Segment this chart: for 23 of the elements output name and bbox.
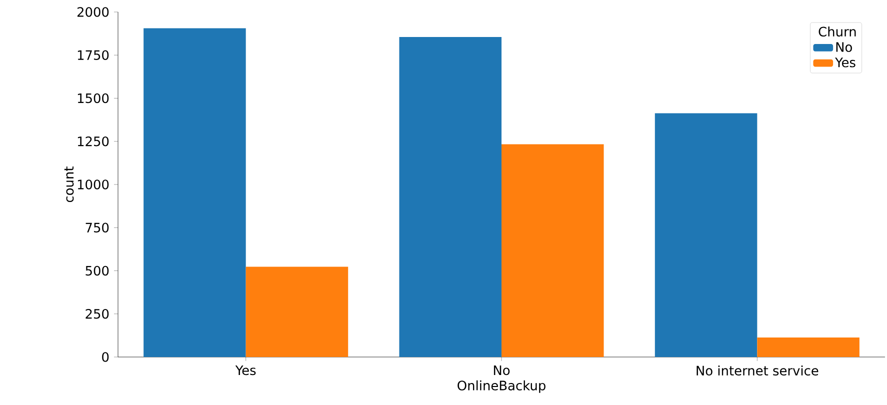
y-tick-label: 2000 [77,7,109,17]
x-tick-label: No internet service [696,366,818,376]
bar [757,338,860,357]
y-tick-label: 250 [86,308,109,319]
bar [246,266,348,357]
y-tick-label: 1000 [78,180,109,190]
bar [502,144,604,357]
y-axis-title: count [64,166,74,202]
x-tick-label: No [494,366,510,376]
y-tick-label: 500 [86,266,109,276]
x-tick-label: Yes [235,366,256,376]
legend-label: No [836,42,852,52]
y-tick-label: 750 [86,222,109,233]
legend-title: Churn [818,26,856,37]
bar [654,113,758,357]
legend-label: Yes [835,58,856,68]
y-tick-label: 1500 [78,93,109,104]
y-tick-label: 1250 [78,136,109,146]
y-tick-label: 0 [102,352,109,362]
y-tick-label: 1750 [78,50,109,60]
x-axis-title: OnlineBackup [458,380,546,393]
bar [399,37,502,357]
bar [144,28,246,357]
